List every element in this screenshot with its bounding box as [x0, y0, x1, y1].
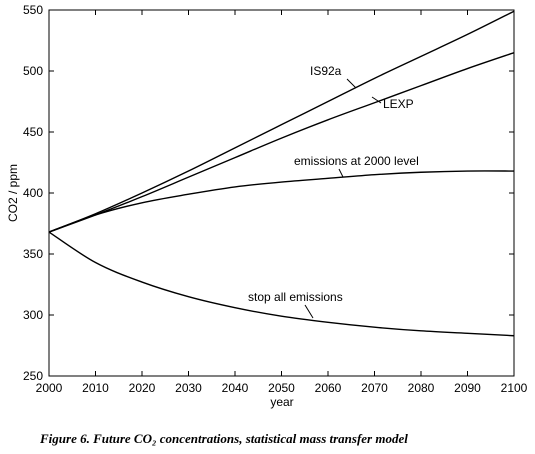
annotation-is92a: IS92a: [310, 64, 342, 78]
y-tick-label: 500: [23, 64, 43, 78]
x-axis-label: year: [270, 395, 293, 409]
x-tick-label: 2040: [222, 381, 249, 395]
x-tick-label: 2030: [175, 381, 202, 395]
annotation-stop-all-emissions: stop all emissions: [248, 290, 343, 304]
plot-frame: [48, 9, 515, 377]
y-tick-label: 550: [23, 3, 43, 17]
x-tick-label: 2020: [129, 381, 156, 395]
x-tick-label: 2070: [361, 381, 388, 395]
annotation-emissions-at-2000-level: emissions at 2000 level: [294, 154, 419, 168]
y-tick-label: 450: [23, 125, 43, 139]
x-tick-label: 2050: [268, 381, 295, 395]
figure-caption: Figure 6. Future CO₂ concentrations, sta…: [40, 431, 408, 446]
y-tick-label: 400: [23, 186, 43, 200]
annotation-lexp: LEXP: [383, 97, 414, 111]
x-tick-label: 2060: [315, 381, 342, 395]
annotation-leader-stop-all-emissions: [304, 304, 314, 319]
x-tick-label: 2080: [408, 381, 435, 395]
annotation-leader-is92a: [346, 78, 357, 89]
series-line-lexp: [48, 52, 515, 233]
x-tick-label: 2090: [454, 381, 481, 395]
y-tick-label: 350: [23, 247, 43, 261]
x-tick-label: 2010: [82, 381, 109, 395]
y-tick-label: 300: [23, 308, 43, 322]
series-line-is92a: [48, 10, 515, 233]
x-tick-label: 2000: [36, 381, 63, 395]
annotation-leader-emissions-at-2000-level: [338, 168, 344, 178]
annotation-leader-lexp: [371, 96, 382, 104]
x-tick-label: 2100: [501, 381, 528, 395]
series-line-stop-all-emissions: [48, 231, 515, 337]
series-line-emissions-at-2000-level: [48, 170, 515, 233]
y-tick-label: 250: [23, 369, 43, 383]
y-axis-label: CO2 / ppm: [6, 164, 20, 222]
